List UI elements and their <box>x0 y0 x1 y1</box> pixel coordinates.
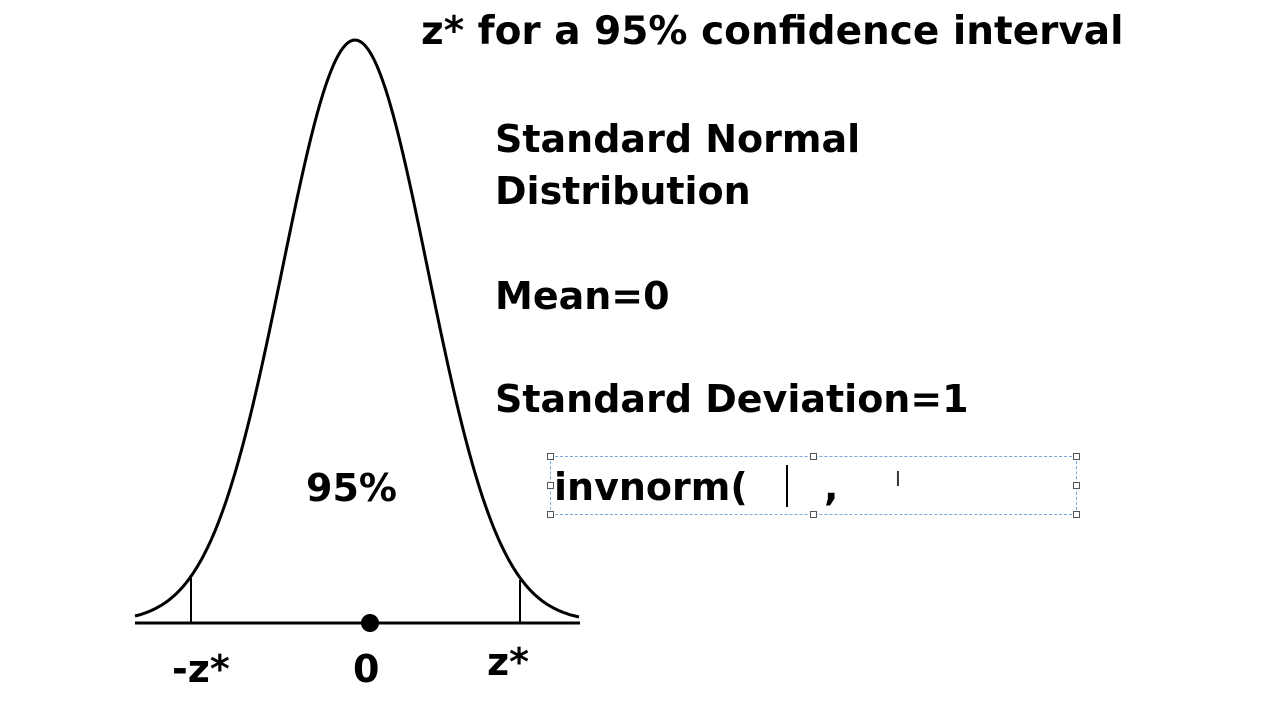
handle[interactable] <box>547 511 554 518</box>
handle[interactable] <box>547 482 554 489</box>
bell-curve <box>134 38 580 619</box>
area-label: 95% <box>306 466 397 510</box>
sd-text: Standard Deviation=1 <box>495 377 969 421</box>
i-beam: I <box>895 467 901 491</box>
function-text: invnorm( <box>554 465 748 509</box>
mean-point <box>361 614 379 632</box>
center-label: 0 <box>353 647 380 691</box>
handle[interactable] <box>1073 453 1080 460</box>
handle[interactable] <box>1073 511 1080 518</box>
text-box[interactable]: invnorm( , I <box>547 453 1080 518</box>
handle[interactable] <box>1073 482 1080 489</box>
info-line: Distribution <box>495 169 751 213</box>
handle[interactable] <box>547 453 554 460</box>
text-cursor <box>786 465 788 507</box>
slide-title: z* for a 95% confidence interval <box>421 9 1124 54</box>
separator-text: , <box>824 465 839 509</box>
left-label: -z* <box>172 647 230 691</box>
info-line: Standard Normal <box>495 117 861 161</box>
mean-text: Mean=0 <box>495 274 670 318</box>
normal-curve-diagram <box>134 38 580 632</box>
handle[interactable] <box>810 453 817 460</box>
right-label: z* <box>487 640 529 684</box>
handle[interactable] <box>810 511 817 518</box>
